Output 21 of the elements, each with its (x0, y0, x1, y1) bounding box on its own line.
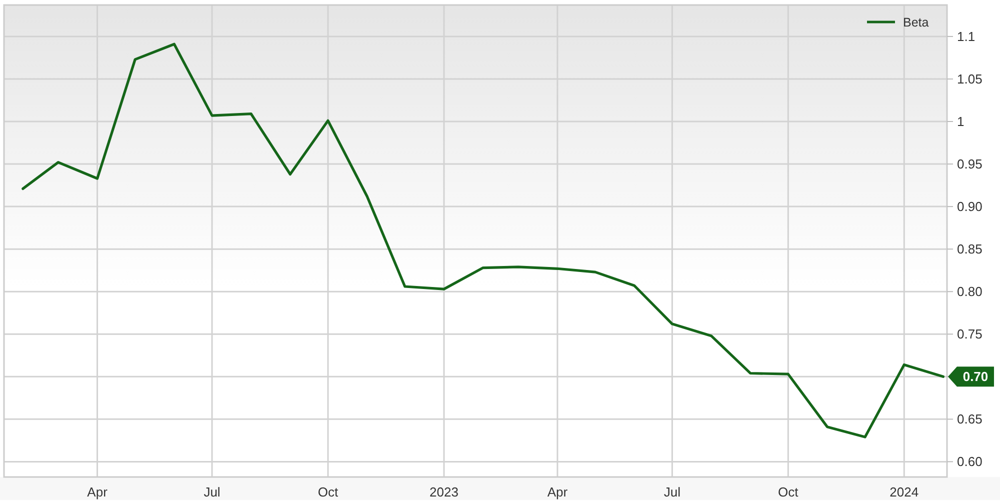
line-series (22, 42, 945, 438)
x-tick-label: Apr (547, 484, 568, 500)
data-label: 0.70 (962, 369, 988, 384)
y-tick-label: 0.80 (957, 284, 982, 300)
legend-label: Beta (903, 15, 929, 30)
x-tick-label: Oct (318, 484, 338, 500)
y-tick-label: 0.90 (957, 199, 982, 214)
x-tick-label: 2024 (890, 484, 919, 500)
y-tick-label: 1.1 (957, 29, 976, 44)
y-tick-label: 0.85 (957, 242, 982, 257)
x-tick-label: Oct (778, 484, 799, 500)
x-tick-label: 2023 (430, 484, 458, 500)
y-tick-label: 0.60 (957, 454, 982, 470)
y-tick-label: 0.75 (957, 326, 982, 342)
y-tick-label: 1.05 (957, 72, 982, 87)
y-tick-label: 0.65 (957, 412, 982, 427)
x-tick-label: Jul (204, 484, 220, 500)
x-tick-label: Apr (87, 484, 108, 500)
x-tick-label: Jul (664, 484, 681, 500)
y-tick-label: 1 (957, 114, 964, 130)
y-tick-label: 0.95 (957, 156, 982, 172)
